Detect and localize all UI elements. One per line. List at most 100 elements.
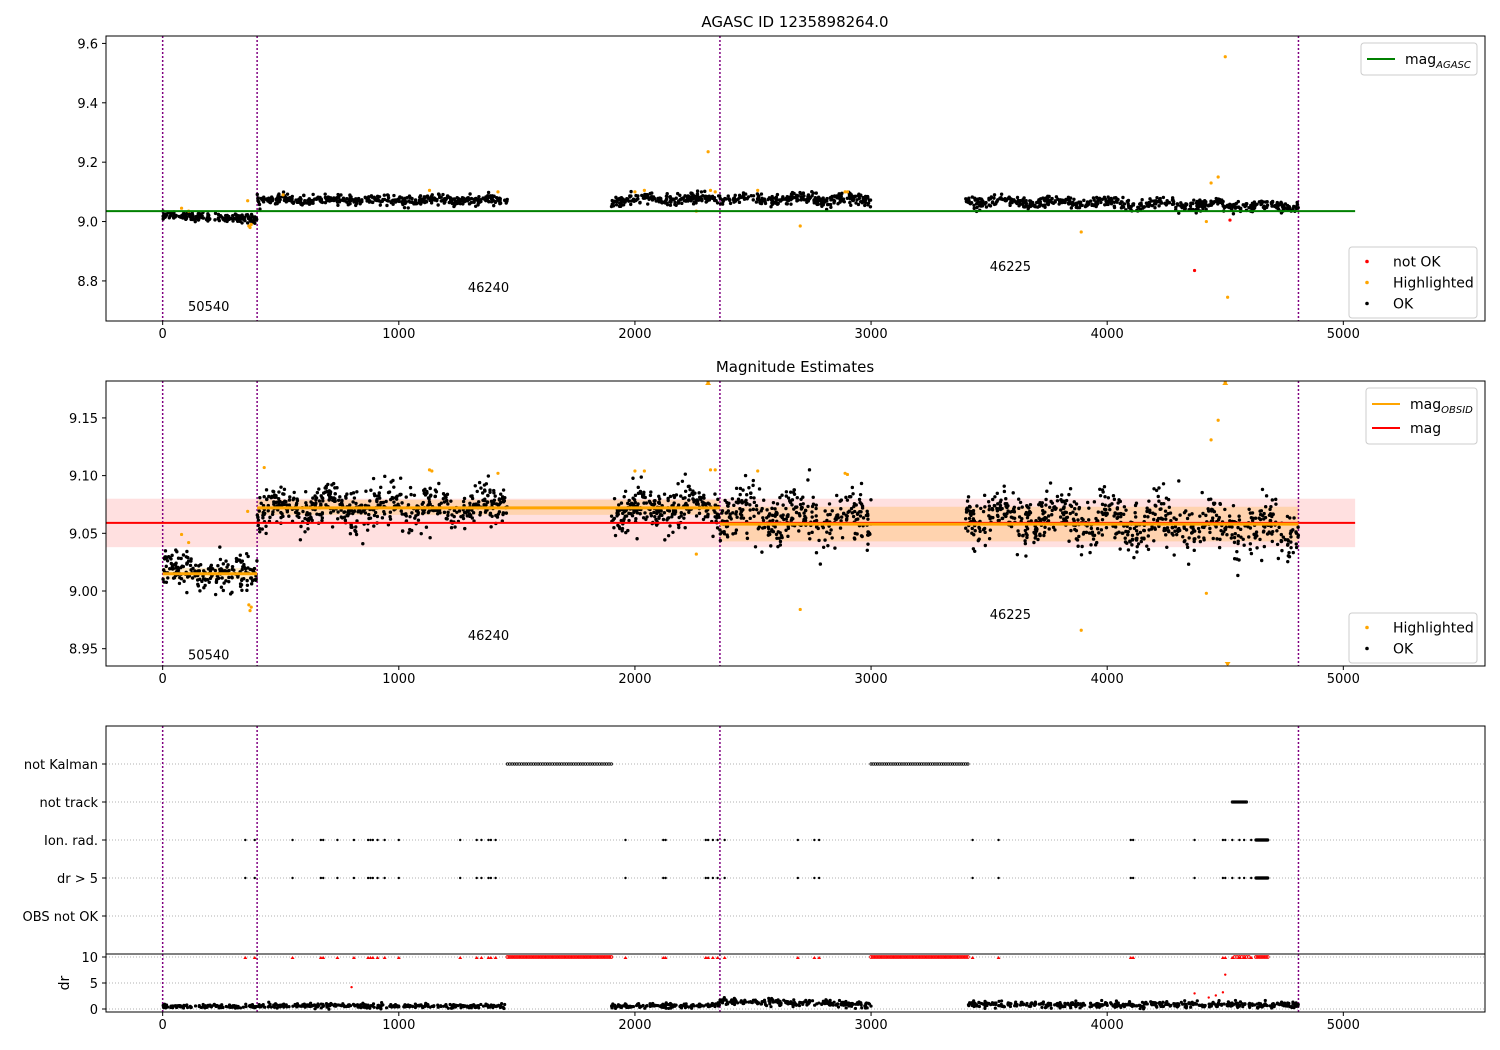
ok-point (616, 510, 620, 514)
ok-point (295, 514, 299, 518)
highlighted-point (249, 222, 253, 227)
flag-point (458, 838, 462, 842)
dr-ok-point (312, 1003, 317, 1007)
ok-point (770, 201, 774, 205)
ok-point (179, 556, 183, 561)
ok-point (1187, 513, 1192, 517)
dr-ok-point (224, 1004, 228, 1009)
ok-point (501, 488, 506, 492)
ok-point (320, 511, 325, 515)
ok-point (279, 510, 283, 515)
flag-point (1266, 876, 1270, 880)
ok-point (302, 193, 306, 198)
ok-point (652, 196, 657, 201)
dr-ok-point (630, 1004, 634, 1009)
ok-point (310, 198, 314, 203)
flag-point (796, 838, 800, 842)
ok-point (840, 191, 844, 196)
ok-point (745, 531, 749, 535)
ok-point (267, 198, 272, 202)
ok-point (964, 517, 968, 521)
ok-point (1062, 499, 1066, 503)
ok-point (640, 495, 645, 499)
panel1-frame (105, 35, 1486, 322)
dr-ok-point (295, 1005, 299, 1009)
dr-ok-point (492, 1004, 496, 1008)
ok-point (1004, 497, 1008, 501)
ok-point (1050, 508, 1054, 513)
ok-point (245, 583, 250, 587)
dr-ok-point (708, 1004, 712, 1008)
panel1-legend-bottom-swatch (1365, 301, 1369, 306)
ok-point (1138, 530, 1143, 535)
dr-ok-point (359, 1003, 363, 1007)
ok-point (1078, 202, 1082, 206)
ok-point (219, 585, 224, 589)
flag-point (371, 838, 375, 842)
ok-point (1204, 513, 1208, 518)
ok-point (1092, 533, 1097, 538)
ok-point (174, 548, 178, 552)
ok-point (270, 512, 275, 517)
ok-point (1225, 205, 1230, 209)
highlighted-point (633, 190, 637, 194)
ok-point (372, 492, 377, 496)
flag-category-label: not track (39, 796, 98, 811)
ok-point (282, 502, 286, 507)
ok-point (388, 510, 393, 514)
ok-point (638, 512, 642, 516)
ok-point (334, 196, 338, 200)
panel1-xtick-label: 5000 (1327, 327, 1360, 342)
dr-ok-point (683, 1006, 688, 1010)
ok-point (774, 195, 779, 199)
highlighted-point (179, 206, 184, 210)
ok-point (1102, 484, 1107, 489)
ok-point (1107, 197, 1112, 202)
ok-point (232, 568, 236, 572)
dr-ok-point (161, 1003, 165, 1008)
ok-point (866, 542, 870, 546)
ok-point (771, 500, 776, 505)
ok-point (765, 508, 769, 512)
flag-point (489, 838, 493, 842)
flag-point (383, 838, 386, 842)
ok-point (1289, 535, 1293, 539)
panel3-frame (105, 725, 1486, 955)
ok-point (348, 503, 352, 507)
ok-point (740, 508, 744, 513)
ok-point (1270, 514, 1274, 519)
ok-point (849, 196, 853, 201)
ok-point (488, 511, 493, 516)
ok-point (217, 218, 222, 223)
dr-ok-point (361, 1001, 365, 1005)
ok-point (421, 200, 425, 204)
ok-point (414, 514, 418, 518)
ok-point (310, 502, 314, 507)
ok-point (640, 193, 644, 198)
flag-point (711, 876, 715, 880)
ok-point (1135, 544, 1139, 549)
ok-point (399, 509, 403, 513)
dr-ok-point (489, 1003, 493, 1007)
ok-point (696, 502, 700, 506)
ok-point (486, 193, 490, 198)
ok-point (1029, 199, 1033, 203)
ok-point (789, 197, 793, 202)
ok-point (339, 515, 343, 519)
ok-point (756, 527, 761, 531)
ok-point (1102, 507, 1107, 512)
ok-point (1017, 204, 1021, 208)
dr-ok-point (381, 1003, 385, 1007)
ok-point (344, 496, 348, 500)
dr-ok-point (997, 999, 1001, 1003)
ok-point (1130, 537, 1135, 542)
ok-point (995, 491, 999, 496)
ok-point (664, 197, 669, 201)
ok-point (1023, 539, 1027, 543)
ok-point (369, 488, 373, 492)
ok-point (218, 545, 222, 549)
ok-point (1047, 527, 1051, 531)
panel1-legend-top-box (1360, 42, 1478, 76)
ok-point (410, 511, 414, 515)
ok-point (810, 530, 814, 535)
